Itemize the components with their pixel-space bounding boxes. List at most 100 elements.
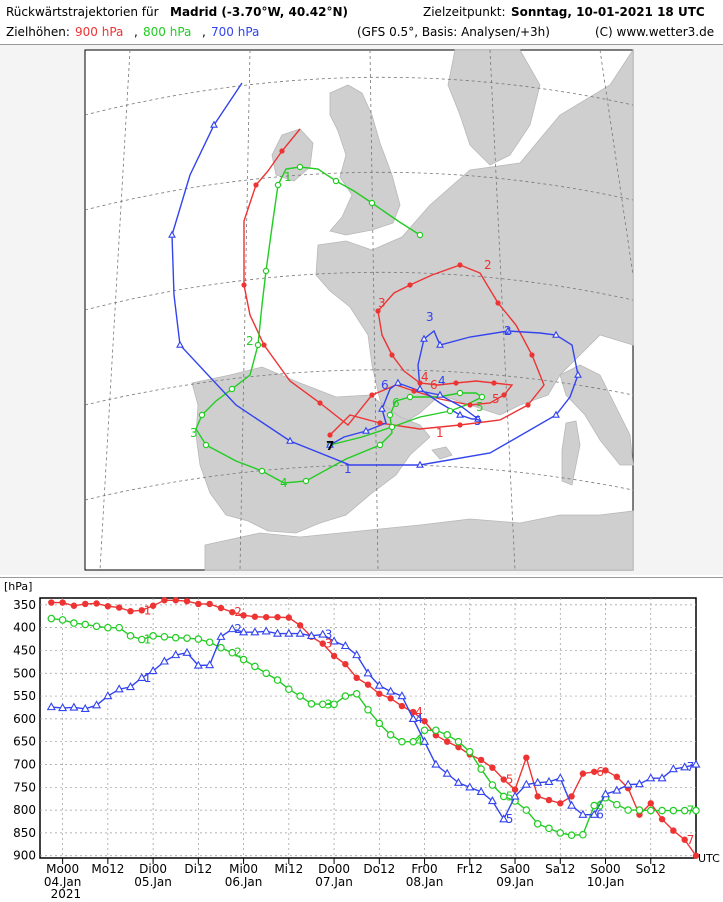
chart-grid — [40, 598, 696, 858]
point-900 — [285, 614, 293, 621]
point-900 — [274, 613, 281, 621]
point-700 — [239, 627, 249, 636]
point-900 — [658, 816, 666, 823]
point-700 — [691, 759, 701, 768]
point-800 — [545, 824, 553, 833]
map-marker-700 — [436, 390, 444, 398]
map-marker-700 — [574, 370, 582, 378]
map-marker-700 — [552, 330, 560, 338]
map-marker-900 — [261, 342, 267, 348]
point-700 — [408, 713, 418, 723]
land-masses — [191, 48, 634, 571]
x-year-label: 2021 — [51, 887, 82, 901]
traj-900-day-3: 3 — [378, 296, 386, 310]
map-marker-900 — [253, 182, 259, 188]
point-800 — [658, 806, 666, 815]
series-day-label-700: 6 — [596, 808, 604, 822]
map-marker-800 — [332, 177, 340, 185]
series-day-label-700: 1 — [144, 671, 152, 685]
point-700 — [420, 736, 430, 745]
map-marker-900 — [317, 400, 323, 406]
map-marker-900 — [241, 282, 247, 288]
point-900 — [138, 607, 145, 614]
point-900 — [127, 608, 134, 615]
map-marker-900 — [411, 388, 417, 394]
point-900 — [183, 597, 191, 605]
map-marker-900 — [369, 392, 375, 398]
map-marker-900 — [375, 308, 381, 314]
map-marker-700 — [176, 340, 184, 348]
y-tick-label: 700 — [13, 757, 36, 771]
point-700 — [567, 800, 577, 809]
point-700 — [103, 691, 113, 700]
point-900 — [692, 852, 700, 859]
map-marker-900 — [407, 282, 413, 288]
map-marker-700 — [286, 436, 294, 444]
point-900 — [104, 603, 112, 610]
point-700 — [668, 764, 678, 773]
point-900 — [251, 613, 259, 620]
point-900 — [172, 597, 179, 604]
point-800 — [160, 632, 169, 641]
point-700 — [58, 703, 68, 712]
point-700 — [284, 628, 294, 637]
point-800 — [171, 633, 180, 642]
map-marker-900 — [525, 402, 531, 408]
point-800 — [47, 614, 56, 623]
pressure-chart: [hPa] 350 400 450 500 550 600 650 700 750 800 850 9… — [0, 577, 723, 902]
point-700 — [205, 660, 215, 669]
map-marker-800 — [388, 423, 396, 431]
point-700 — [306, 630, 316, 640]
x-date-label: 05.Jan — [134, 875, 172, 889]
point-700 — [510, 791, 520, 800]
map-marker-700 — [378, 404, 386, 412]
series-day-label-800: 1 — [144, 633, 152, 647]
point-700 — [533, 777, 543, 786]
point-800 — [579, 830, 587, 839]
point-800 — [635, 806, 644, 814]
point-700 — [374, 680, 384, 689]
point-800 — [443, 731, 451, 739]
point-900 — [647, 800, 654, 807]
point-900 — [229, 608, 236, 616]
map-marker-900 — [417, 380, 423, 386]
point-700 — [295, 628, 305, 637]
point-800 — [81, 620, 90, 629]
series-day-label-900: 3 — [325, 637, 333, 651]
point-700 — [159, 656, 169, 665]
point-800 — [499, 792, 508, 801]
point-800 — [556, 829, 565, 837]
point-800 — [375, 719, 384, 728]
point-900 — [387, 695, 394, 702]
point-800 — [386, 731, 395, 739]
map-marker-800 — [386, 411, 394, 419]
x-axis-ticks: Mo00 Mo12 Di00 Di12 Mi00 Mi12 Do00 Do12 Fr00 Fr12… — [44, 858, 666, 901]
point-700 — [250, 627, 260, 636]
traj-900-day-4: 4 — [421, 370, 429, 384]
land-continent — [315, 48, 634, 424]
point-700 — [589, 809, 599, 818]
traj-800-day-6: 6 — [392, 396, 400, 410]
point-900 — [330, 652, 338, 660]
map-marker-800 — [376, 441, 384, 449]
levels-label: Zielhöhen: — [6, 25, 70, 39]
point-800 — [58, 616, 67, 624]
map-marker-800 — [406, 393, 414, 401]
x-tick-label: Di00 — [139, 862, 167, 876]
point-700 — [227, 624, 237, 633]
point-700 — [318, 629, 328, 638]
point-800 — [646, 806, 655, 815]
y-tick-label: 750 — [13, 780, 36, 794]
point-800 — [680, 806, 689, 815]
map-marker-800 — [254, 341, 262, 349]
point-900 — [48, 599, 55, 606]
target-label: Zielzeitpunkt: — [423, 5, 506, 19]
map-marker-700 — [210, 120, 218, 128]
point-700 — [521, 779, 531, 788]
y-tick-label: 800 — [13, 803, 36, 817]
point-900 — [455, 743, 462, 751]
point-900 — [568, 793, 575, 800]
point-700 — [487, 796, 497, 805]
point-700 — [352, 650, 362, 659]
x-tick-label: So00 — [590, 862, 620, 876]
